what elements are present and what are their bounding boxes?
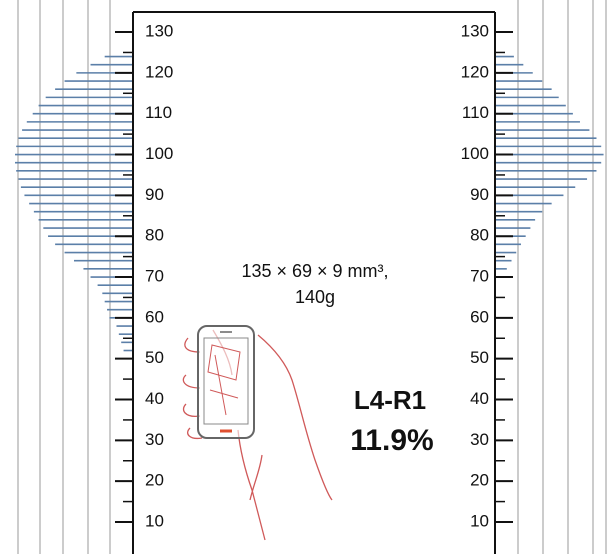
left-tick-label: 90 [145,185,164,204]
left-tick-label: 40 [145,389,164,408]
left-tick-label: 10 [145,511,164,530]
right-tick-label: 80 [470,226,489,245]
left-tick-label: 80 [145,226,164,245]
right-tick-label: 10 [470,511,489,530]
right-tick-label: 100 [461,144,489,163]
right-tick-label: 120 [461,62,489,81]
left-tick-label: 130 [145,22,173,41]
left-tick-label: 60 [145,307,164,326]
right-tick-label: 20 [470,471,489,490]
right-tick-label: 90 [470,185,489,204]
left-tick-label: 70 [145,267,164,286]
score-label: 11.9% [350,424,433,457]
right-tick-label: 60 [470,307,489,326]
left-tick-label: 50 [145,348,164,367]
right-tick-label: 40 [470,389,489,408]
weight-annotation: 140g [295,287,335,307]
left-tick-label: 100 [145,144,173,163]
left-tick-label: 120 [145,62,173,81]
right-tick-label: 70 [470,267,489,286]
size-annotation: 135 × 69 × 9 mm³, [241,261,388,281]
right-tick-label: 130 [461,22,489,41]
right-tick-label: 110 [462,103,489,122]
left-tick-label: 20 [145,471,164,490]
condition-label: L4-R1 [354,385,426,415]
left-tick-label: 110 [145,103,172,122]
phone-hand-drawing [183,326,332,540]
right-tick-label: 50 [470,348,489,367]
right-tick-label: 30 [470,430,489,449]
left-tick-label: 30 [145,430,164,449]
figure: 10 10 20 20 30 30 40 40 50 50 60 60 70 70 80 80 90 90 100 1… [0,0,615,554]
